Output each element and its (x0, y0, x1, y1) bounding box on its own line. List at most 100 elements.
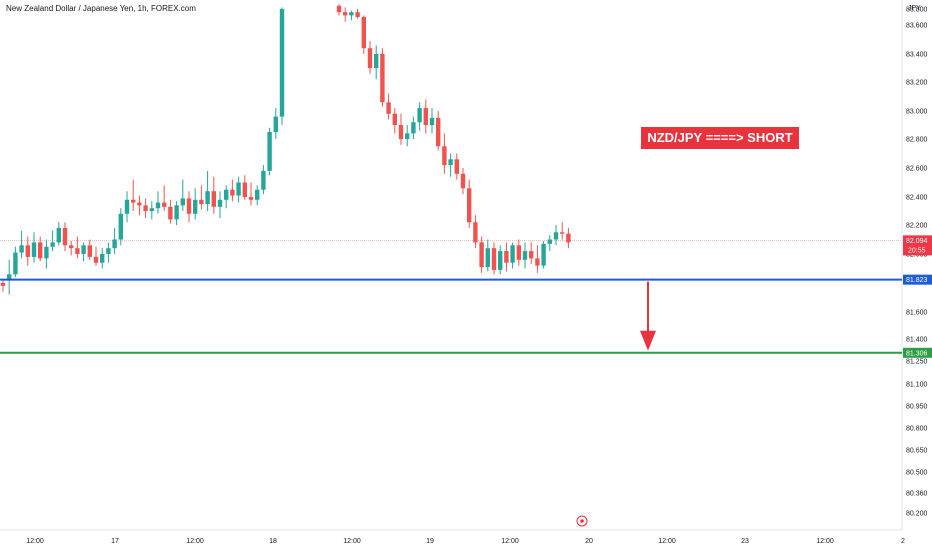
candle-body (498, 251, 503, 270)
candle-body (547, 239, 552, 244)
short-signal-banner: NZD/JPY ====> SHORT (641, 127, 799, 149)
currency-label: JPY (908, 5, 921, 12)
candle-body (31, 242, 37, 257)
candle-body (217, 199, 223, 207)
candle-body (411, 122, 416, 134)
candle-body (19, 245, 24, 253)
price-tick-label: 81.100 (906, 382, 928, 389)
candle-body (479, 242, 484, 268)
candle-body (236, 182, 241, 196)
candle-body (93, 256, 99, 263)
candle-body (112, 239, 117, 249)
entry-price-tag-bg (903, 274, 932, 285)
candle-body (25, 245, 30, 257)
candle-body (44, 246, 49, 259)
time-tick-label: 19 (426, 538, 434, 545)
candle-body (355, 12, 360, 17)
candle-body (62, 227, 68, 246)
price-tick-label: 81.250 (906, 359, 928, 366)
candle-body (560, 232, 565, 234)
time-tick-label: 12:00 (816, 538, 834, 545)
price-tick-label: 82.400 (906, 195, 928, 202)
candle-body (460, 173, 466, 189)
price-tick-label: 83.200 (906, 80, 928, 87)
time-tick-label: 17 (111, 538, 119, 545)
candle-body (131, 199, 136, 203)
candle-body (516, 245, 521, 260)
candle-body (186, 198, 192, 214)
price-tick-label: 83.800 (906, 7, 928, 14)
candle-body (380, 54, 385, 103)
candle-body (405, 133, 410, 139)
candle-body (553, 232, 559, 240)
candle-body (162, 202, 167, 207)
candle-body (87, 245, 92, 257)
candle-body (199, 199, 204, 204)
price-tick-label: 82.800 (906, 137, 928, 144)
session-marker-icon (576, 515, 588, 527)
candle-body (386, 102, 391, 114)
candle-body (367, 48, 373, 68)
candle-body (491, 248, 497, 270)
target-price-tag: 81.306 (906, 350, 928, 357)
candle-body (392, 113, 397, 125)
price-tick-label: 80.950 (906, 404, 928, 411)
candle-body (273, 116, 278, 132)
price-tick-label: 83.400 (906, 52, 928, 59)
candle-body (473, 222, 478, 243)
time-tick-label: 12:00 (343, 538, 361, 545)
candle-body (374, 54, 379, 68)
candle-body (436, 118, 441, 147)
candle-body (193, 199, 198, 214)
price-tick-label: 80.360 (906, 491, 928, 498)
price-tick-label: 83.600 (906, 23, 928, 30)
entry-price-tag: 81.823 (906, 277, 928, 284)
price-tick-label: 82.200 (906, 223, 928, 230)
current-price-tag-bg (903, 235, 932, 256)
candle-body (255, 189, 260, 200)
candle-body (100, 254, 105, 263)
candle-body (81, 245, 86, 254)
candle-body (248, 197, 254, 200)
candle-body (137, 202, 142, 206)
candle-body (7, 274, 12, 281)
time-tick-label: 12:00 (186, 538, 204, 545)
candle-body (155, 202, 161, 209)
time-tick-label: 2 (901, 538, 905, 545)
time-tick-label: 23 (741, 538, 749, 545)
price-tick-label: 80.650 (906, 448, 928, 455)
candles-group (0, 4, 571, 295)
candle-body (267, 132, 272, 171)
time-tick-label: 18 (269, 538, 277, 545)
candle-body (69, 245, 74, 249)
candle-body (398, 125, 404, 139)
price-tick-label: 82.600 (906, 166, 928, 173)
candle-body (349, 12, 354, 16)
candle-body (522, 251, 528, 260)
candle-body (211, 191, 216, 207)
candle-body (50, 242, 55, 247)
candle-body (242, 182, 247, 197)
time-tick-label: 12:00 (658, 538, 676, 545)
candle-body (106, 248, 111, 254)
candle-body (279, 9, 285, 117)
price-tick-label: 81.600 (906, 310, 928, 317)
candle-body (541, 243, 546, 266)
current-price-tag: 82.094 (906, 238, 928, 245)
candle-body (566, 233, 571, 243)
current-price-tag-countdown: 20:55 (908, 247, 926, 254)
time-tick-label: 20 (585, 538, 593, 545)
candle-body (336, 5, 342, 13)
candle-body (423, 108, 428, 125)
candle-body (149, 208, 154, 211)
candle-body (510, 245, 515, 263)
candle-body (448, 159, 453, 166)
candle-body (504, 251, 509, 263)
candle-body (417, 108, 422, 123)
symbol-title: New Zealand Dollar / Japanese Yen, 1h, F… (6, 4, 196, 13)
price-tick-label: 81.400 (906, 337, 928, 344)
price-tick-label: 80.800 (906, 426, 928, 433)
candle-body (485, 248, 490, 268)
